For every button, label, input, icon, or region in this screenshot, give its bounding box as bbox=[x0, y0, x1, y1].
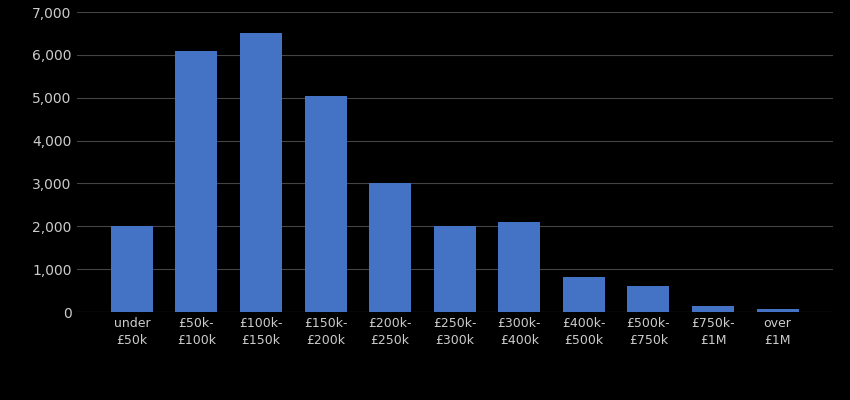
Bar bbox=[240, 34, 282, 312]
Bar bbox=[369, 184, 411, 312]
Bar bbox=[498, 222, 541, 312]
Bar bbox=[175, 50, 218, 312]
Bar bbox=[434, 226, 476, 312]
Bar bbox=[563, 277, 605, 312]
Bar bbox=[756, 308, 799, 312]
Bar bbox=[627, 286, 670, 312]
Bar bbox=[304, 96, 347, 312]
Bar bbox=[110, 226, 153, 312]
Bar bbox=[692, 306, 734, 312]
